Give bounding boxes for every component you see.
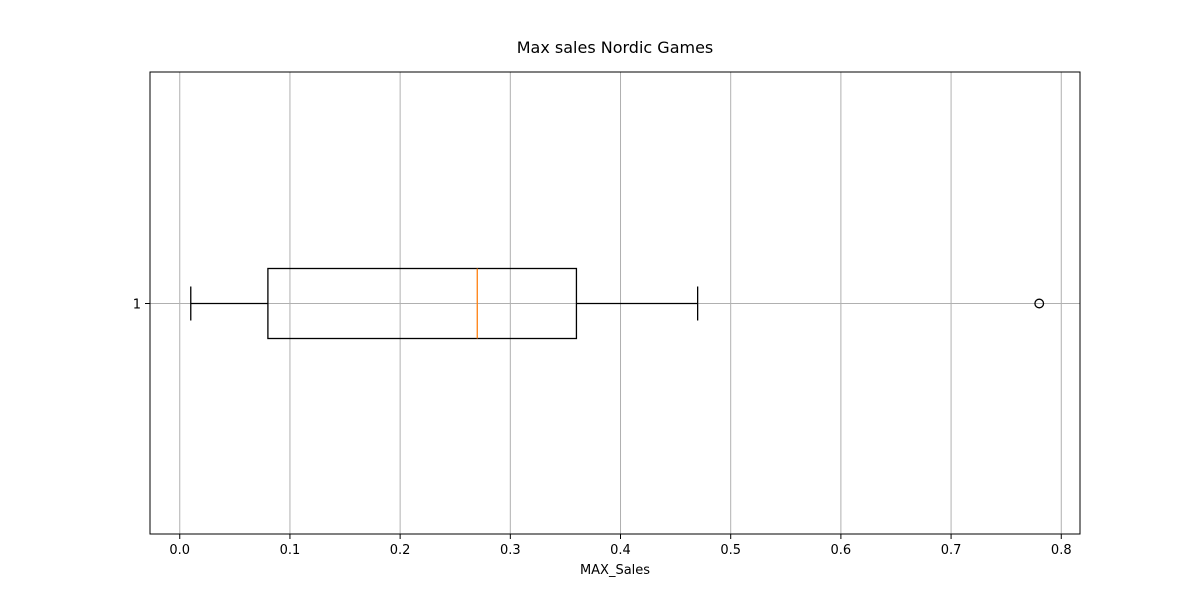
x-tick-label: 0.1 — [280, 543, 301, 558]
x-axis-label: MAX_Sales — [580, 563, 650, 578]
tick-layer: 0.0 0.1 0.2 0.3 0.4 0.5 0.6 0.7 0.8 1 — [133, 298, 1072, 559]
x-tick-label: 0.0 — [169, 543, 190, 558]
x-tick-label: 0.5 — [720, 543, 741, 558]
box-layer — [190, 267, 1045, 340]
x-tick-label: 0.7 — [941, 543, 962, 558]
x-tick-label: 0.4 — [610, 543, 631, 558]
y-tick-label: 1 — [133, 298, 141, 313]
x-tick-label: 0.2 — [390, 543, 411, 558]
x-tick-label: 0.8 — [1051, 543, 1072, 558]
x-tick-label: 0.6 — [831, 543, 852, 558]
outlier-point — [1034, 298, 1045, 309]
iqr-box — [267, 267, 578, 340]
x-tick-label: 0.3 — [500, 543, 521, 558]
chart-title: Max sales Nordic Games — [517, 38, 714, 57]
